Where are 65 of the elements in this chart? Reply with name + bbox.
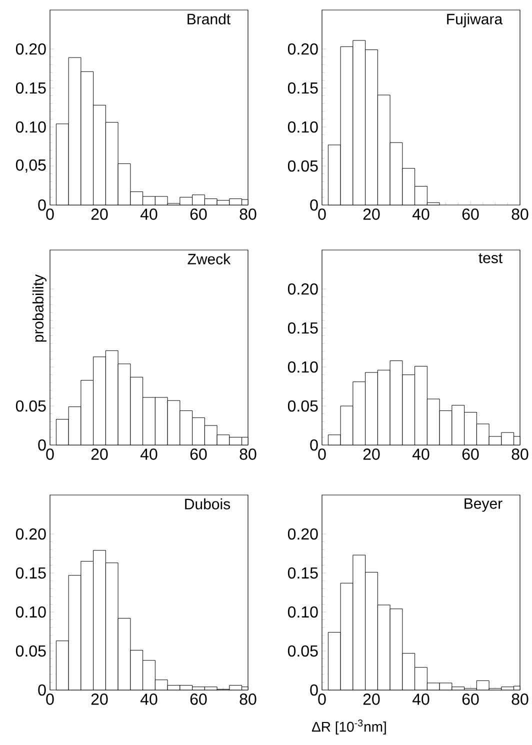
y-tick-label: 0.20 — [16, 528, 46, 540]
chart-title: Beyer — [464, 498, 502, 512]
x-tick-label: 40 — [412, 208, 430, 220]
x-tick-label: 40 — [412, 448, 430, 460]
y-tick-label: 0.05 — [16, 400, 46, 412]
x-tick-label: 40 — [412, 694, 430, 705]
x-tick-label: 60 — [462, 694, 479, 705]
y-tick-label: 0.15 — [16, 567, 46, 579]
y-tick-label: 0.10 — [16, 121, 46, 133]
y-tick-label: 0 — [38, 199, 46, 211]
y-tick-label: 0.10 — [16, 606, 46, 618]
x-tick-label: 0 — [318, 694, 326, 705]
y-tick-label: 0.15 — [16, 82, 46, 94]
x-tick-label: 60 — [462, 448, 479, 460]
x-tick-label: 0 — [318, 208, 326, 220]
x-tick-label: 0 — [318, 448, 326, 460]
x-tick-label: 40 — [140, 448, 158, 460]
y-tick-label: 0 — [38, 684, 46, 696]
x-tick-label: 0 — [46, 208, 54, 220]
chart-title: Dubois — [185, 498, 230, 510]
x-tick-label: 20 — [363, 208, 380, 220]
y-axis-title: probability — [32, 274, 46, 342]
x-tick-label: 40 — [140, 208, 158, 220]
y-tick-label: 0.15 — [288, 322, 318, 334]
y-tick-label: 0.20 — [288, 528, 318, 540]
x-tick-label: 60 — [190, 448, 207, 460]
x-tick-label: 20 — [91, 208, 108, 220]
x-tick-label: 80 — [240, 448, 256, 460]
y-tick-label: 0 — [310, 439, 318, 451]
y-tick-label: 0.05 — [288, 160, 318, 172]
x-tick-label: 20 — [91, 448, 108, 460]
x-tick-label: 80 — [240, 208, 256, 220]
x-tick-label: 80 — [512, 448, 528, 460]
x-tick-label: 20 — [91, 694, 108, 705]
y-tick-label: 0,05 — [16, 159, 46, 173]
x-tick-label: 20 — [363, 694, 380, 705]
chart-title: Fujiwara — [447, 13, 502, 28]
y-tick-label: 0.05 — [288, 645, 318, 657]
x-tick-label: 60 — [190, 208, 207, 220]
chart-title: test — [478, 253, 502, 264]
y-tick-label: 0 — [310, 684, 318, 696]
x-tick-label: 80 — [512, 208, 528, 220]
x-tick-label: 60 — [462, 208, 479, 220]
y-tick-label: 0 — [38, 439, 46, 451]
y-tick-label: 0.20 — [288, 43, 318, 55]
x-tick-label: 60 — [190, 694, 207, 705]
x-tick-label: 40 — [140, 694, 158, 705]
y-tick-label: 0.20 — [16, 43, 46, 55]
y-tick-label: 0 — [310, 199, 318, 211]
x-tick-label: 20 — [363, 448, 380, 460]
chart-title: Brandt — [188, 13, 230, 24]
y-tick-label: 0.20 — [288, 283, 318, 295]
y-tick-label: 0.15 — [288, 567, 318, 579]
x-tick-label: 0 — [46, 448, 54, 460]
x-axis-title: ΔR [10$^{-3}$nm] — [312, 720, 386, 734]
chart-title: Zweck — [188, 253, 231, 264]
x-tick-label: 80 — [240, 694, 256, 705]
x-tick-label: 0 — [46, 694, 54, 705]
y-tick-label: 0.10 — [288, 121, 318, 133]
y-tick-label: 0.15 — [288, 82, 318, 94]
x-tick-label: 80 — [512, 694, 528, 705]
y-tick-label: 0.05 — [288, 400, 318, 412]
y-tick-label: 0.10 — [288, 606, 318, 618]
y-tick-label: 0.10 — [288, 361, 318, 373]
y-tick-label: 0.05 — [16, 645, 46, 657]
